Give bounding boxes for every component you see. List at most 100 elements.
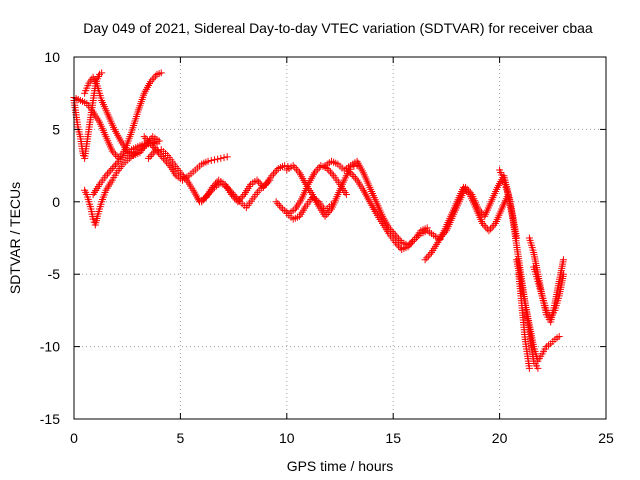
data-point	[421, 256, 429, 264]
data-point	[199, 196, 207, 204]
data-point	[149, 149, 157, 157]
data-point	[140, 133, 148, 141]
data-point	[393, 233, 401, 241]
data-point	[291, 163, 299, 171]
data-point	[209, 185, 217, 193]
data-point	[441, 229, 449, 237]
y-tick-label: 10	[44, 49, 60, 65]
data-point	[145, 138, 153, 146]
data-point	[228, 189, 236, 197]
data-point	[395, 235, 403, 243]
data-point	[151, 72, 159, 80]
data-point	[147, 140, 155, 148]
data-point	[210, 156, 218, 164]
data-point	[143, 136, 151, 144]
data-point	[161, 156, 169, 164]
data-point	[406, 241, 414, 249]
data-point	[156, 151, 164, 159]
data-point	[108, 164, 116, 172]
data-point	[158, 153, 166, 161]
data-point	[207, 187, 215, 195]
x-axis-label: GPS time / hours	[287, 458, 394, 474]
data-point	[274, 200, 282, 208]
data-point	[147, 78, 155, 86]
data-point	[391, 231, 399, 239]
data-point	[163, 158, 171, 166]
data-point	[482, 223, 490, 231]
data-point	[312, 167, 320, 175]
data-point	[310, 169, 318, 177]
data-point	[234, 196, 242, 204]
data-point	[478, 209, 486, 217]
data-point	[148, 76, 156, 84]
data-point	[462, 183, 470, 191]
data-point	[233, 194, 241, 202]
x-tick-label: 10	[279, 430, 295, 446]
data-point	[555, 332, 563, 340]
y-tick-label: 0	[52, 194, 60, 210]
data-point	[424, 252, 432, 260]
data-point	[465, 187, 473, 195]
data-point	[181, 174, 189, 182]
data-point	[231, 192, 239, 200]
data-point	[176, 169, 184, 177]
data-point	[144, 154, 152, 162]
data-point	[89, 215, 97, 223]
x-tick-label: 0	[70, 430, 78, 446]
data-point	[239, 192, 247, 200]
data-point	[393, 240, 401, 248]
data-point	[146, 153, 154, 161]
data-point	[436, 234, 444, 242]
data-point	[217, 154, 225, 162]
data-point	[525, 364, 533, 372]
data-point	[326, 168, 334, 176]
y-tick-label: 5	[52, 121, 60, 137]
data-point	[151, 147, 159, 155]
data-point	[225, 185, 233, 193]
y-axis-label: SDTVAR / TECUs	[7, 182, 23, 294]
data-point	[463, 185, 471, 193]
data-point	[102, 172, 110, 180]
data-point	[108, 147, 116, 155]
x-tick-label: 20	[492, 430, 508, 446]
y-tick-label: -15	[40, 411, 60, 427]
data-point	[409, 237, 417, 245]
x-tick-label: 15	[385, 430, 401, 446]
data-point	[490, 221, 498, 229]
data-point	[476, 207, 484, 215]
data-point	[230, 191, 238, 199]
data-point	[105, 168, 113, 176]
data-point	[148, 142, 156, 150]
data-point	[350, 172, 358, 180]
data-point	[281, 162, 289, 170]
data-point	[150, 74, 158, 82]
data-point	[223, 153, 231, 161]
data-point	[130, 150, 138, 158]
data-point	[438, 232, 446, 240]
data-point	[111, 161, 119, 169]
data-point	[129, 151, 137, 159]
data-point	[253, 176, 261, 184]
data-point	[202, 192, 210, 200]
axis-ticks: 0 5 10 15 20 25 -15 -10 -5 0 5 10	[40, 49, 614, 446]
data-point	[395, 242, 403, 250]
data-point	[153, 140, 161, 148]
data-point	[351, 174, 359, 182]
data-point	[271, 168, 279, 176]
data-point	[142, 134, 150, 142]
data-point	[223, 183, 231, 191]
data-point	[325, 166, 333, 174]
data-point	[157, 69, 165, 77]
data-point	[391, 238, 399, 246]
y-tick-label: -10	[40, 339, 60, 355]
data-point	[178, 171, 186, 179]
data-point	[407, 239, 415, 247]
data-point	[488, 223, 496, 231]
data-point	[292, 165, 300, 173]
data-point	[396, 244, 404, 252]
data-point	[255, 178, 263, 186]
data-point	[485, 227, 493, 235]
data-point	[272, 198, 280, 206]
data-point	[487, 225, 495, 233]
data-point	[347, 169, 355, 177]
